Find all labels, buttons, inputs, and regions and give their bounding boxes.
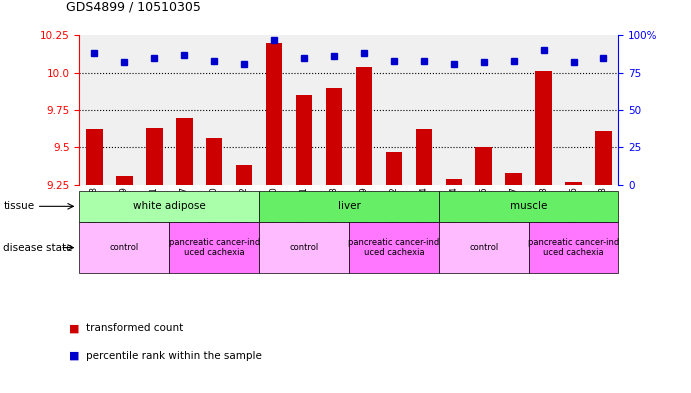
Bar	[146, 128, 162, 185]
Text: control: control	[469, 243, 498, 252]
Text: tissue: tissue	[3, 201, 35, 211]
Text: control: control	[110, 243, 139, 252]
Text: pancreatic cancer-ind
uced cachexia: pancreatic cancer-ind uced cachexia	[348, 238, 439, 257]
Text: percentile rank within the sample: percentile rank within the sample	[86, 351, 263, 361]
Text: GDS4899 / 10510305: GDS4899 / 10510305	[66, 1, 200, 14]
Text: transformed count: transformed count	[86, 323, 184, 333]
Bar	[595, 131, 612, 185]
Text: ■: ■	[69, 351, 79, 361]
Bar	[446, 179, 462, 185]
Text: muscle: muscle	[510, 201, 547, 211]
Bar	[386, 152, 402, 185]
Bar	[236, 165, 252, 185]
Bar	[415, 129, 432, 185]
Bar	[296, 95, 312, 185]
Bar	[176, 118, 193, 185]
Text: pancreatic cancer-ind
uced cachexia: pancreatic cancer-ind uced cachexia	[528, 238, 619, 257]
Text: control: control	[290, 243, 319, 252]
Text: liver: liver	[337, 201, 361, 211]
Bar	[86, 129, 103, 185]
Bar	[116, 176, 133, 185]
Text: white adipose: white adipose	[133, 201, 206, 211]
Bar	[206, 138, 223, 185]
Bar	[356, 67, 372, 185]
Bar	[536, 71, 552, 185]
Text: disease state: disease state	[3, 242, 73, 253]
Text: ■: ■	[69, 323, 79, 333]
Text: pancreatic cancer-ind
uced cachexia: pancreatic cancer-ind uced cachexia	[169, 238, 260, 257]
Bar	[475, 147, 492, 185]
Bar	[565, 182, 582, 185]
Bar	[266, 43, 283, 185]
Bar	[325, 88, 342, 185]
Bar	[505, 173, 522, 185]
